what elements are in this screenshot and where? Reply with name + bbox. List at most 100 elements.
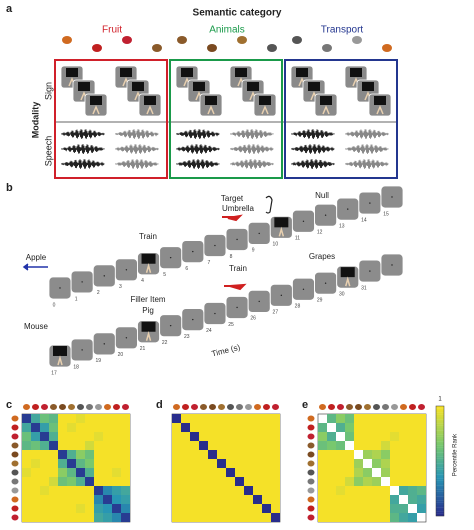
matrix-cell	[327, 459, 336, 468]
fixation	[236, 306, 238, 309]
waveform	[61, 144, 105, 154]
item-icon	[95, 404, 102, 410]
waveform	[176, 158, 220, 170]
matrix-cell	[253, 432, 262, 441]
item-icon	[11, 451, 19, 458]
matrix-cell	[372, 513, 381, 522]
matrix-cell	[190, 495, 199, 504]
video-face	[235, 68, 247, 77]
item-icon	[328, 404, 335, 410]
time-tick: 31	[361, 285, 367, 291]
item-icon	[11, 487, 19, 494]
matrix-cell	[40, 414, 49, 423]
matrix-cell	[417, 441, 426, 450]
fixation	[347, 208, 349, 210]
cue-arrow	[222, 214, 243, 222]
matrix-cell	[190, 486, 199, 495]
matrix-cell	[67, 477, 76, 486]
matrix-cell	[103, 486, 112, 495]
matrix-cell	[103, 477, 112, 486]
colorbar-step	[436, 423, 444, 426]
matrix-cell	[354, 414, 363, 423]
colorbar-step	[436, 439, 444, 442]
time-tick: 13	[339, 223, 345, 229]
video-hand	[146, 105, 154, 115]
matrix-cell	[67, 432, 76, 441]
category-name: Transport	[321, 25, 364, 36]
matrix-cell	[94, 441, 103, 450]
matrix-cell	[76, 441, 85, 450]
waveform	[115, 158, 159, 170]
matrix-cell	[58, 486, 67, 495]
colorbar-step	[436, 476, 444, 479]
video-face	[274, 217, 289, 228]
video-face	[350, 68, 362, 77]
waveform	[176, 144, 220, 154]
matrix-cell	[345, 477, 354, 486]
video-face	[141, 321, 156, 332]
matrix-cell	[336, 513, 345, 522]
matrix-cell	[181, 414, 190, 423]
annotation: Train	[229, 264, 247, 273]
matrix-cell	[40, 450, 49, 459]
item-icon	[152, 44, 162, 52]
item-icon	[59, 404, 66, 410]
item-icon	[11, 460, 19, 467]
matrix-cell	[22, 477, 31, 486]
matrix-cell	[58, 459, 67, 468]
video-face	[66, 68, 78, 77]
video-face	[90, 96, 102, 105]
time-tick: 6	[185, 266, 188, 272]
matrix-cell	[226, 423, 235, 432]
item-icon	[307, 424, 315, 431]
item-icon	[92, 44, 102, 52]
matrix-cell	[94, 450, 103, 459]
matrix-cell	[372, 414, 381, 423]
matrix-cell	[399, 513, 408, 522]
matrix-cell	[172, 459, 181, 468]
matrix-cell	[390, 495, 399, 504]
item-icon	[355, 404, 362, 410]
matrix-cell	[103, 414, 112, 423]
item-icon	[11, 442, 19, 449]
matrix-cell	[58, 513, 67, 522]
matrix-cell	[417, 468, 426, 477]
waveform	[115, 129, 159, 139]
matrix-cell	[208, 468, 217, 477]
fixation	[302, 220, 305, 222]
matrix-cell	[67, 423, 76, 432]
video-face	[362, 82, 374, 91]
matrix-cell	[417, 486, 426, 495]
matrix-cell	[399, 468, 408, 477]
matrix-cell	[49, 513, 58, 522]
matrix-cell	[121, 477, 130, 486]
colorbar-step	[436, 474, 444, 477]
video-face	[181, 68, 193, 77]
matrix-cell	[67, 459, 76, 468]
matrix-cell	[76, 495, 85, 504]
matrix-cell	[399, 441, 408, 450]
colorbar-step	[436, 480, 444, 484]
video-hand	[278, 226, 285, 237]
item-icon	[218, 404, 225, 410]
matrix-cell	[67, 495, 76, 504]
matrix-cell	[208, 414, 217, 423]
item-icon	[400, 404, 407, 410]
cue-arrow	[224, 283, 247, 291]
matrix-cell	[58, 423, 67, 432]
matrix-cell	[85, 495, 94, 504]
matrix-cell	[190, 423, 199, 432]
matrix-cell	[58, 477, 67, 486]
matrix-cell	[199, 414, 208, 423]
fixation	[369, 270, 371, 272]
matrix-cell	[244, 459, 253, 468]
item-icon	[267, 44, 277, 52]
time-tick: 28	[295, 304, 301, 310]
colorbar-step	[436, 483, 444, 486]
fixation	[103, 275, 105, 277]
colorbar-frame	[435, 405, 445, 517]
matrix-cell	[381, 468, 390, 477]
colorbar-step	[436, 452, 444, 455]
colorbar-step	[436, 494, 444, 497]
colorbar-step	[436, 436, 444, 440]
